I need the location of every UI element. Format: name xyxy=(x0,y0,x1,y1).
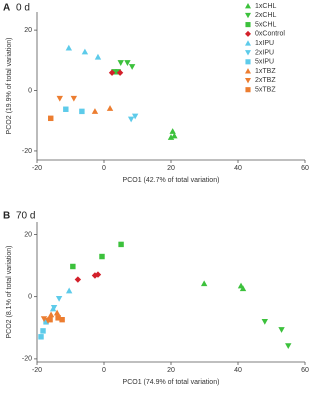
marker xyxy=(53,309,61,316)
y-tick-label: 20 xyxy=(24,27,32,34)
marker xyxy=(127,116,135,123)
marker xyxy=(169,128,176,134)
panel-label: A xyxy=(3,3,10,14)
legend-label: 1xTBZ xyxy=(255,68,276,75)
panel-label: B xyxy=(3,211,10,222)
marker xyxy=(124,60,131,66)
marker xyxy=(128,64,136,70)
marker xyxy=(47,316,53,323)
y-tick-label: 20 xyxy=(24,231,32,238)
marker xyxy=(245,40,251,46)
marker xyxy=(245,22,251,28)
legend-label: 5xCHL xyxy=(255,21,277,28)
marker xyxy=(94,271,102,278)
x-tick-label: -20 xyxy=(32,165,42,172)
legend-label: 5xIPU xyxy=(255,59,274,66)
marker xyxy=(245,68,251,74)
marker xyxy=(55,295,63,302)
legend-label: 1xCHL xyxy=(255,3,277,10)
marker xyxy=(70,263,76,270)
legend-label: 5xTBZ xyxy=(255,87,276,94)
x-axis-title: PCO1 (74.9% of total variation) xyxy=(123,379,220,386)
marker xyxy=(245,3,251,9)
marker xyxy=(239,285,247,292)
marker xyxy=(245,87,251,93)
marker xyxy=(245,59,251,65)
marker xyxy=(116,69,124,76)
x-tick-label: 20 xyxy=(167,367,175,374)
legend-label: 1xIPU xyxy=(255,40,274,47)
marker xyxy=(278,327,285,333)
marker xyxy=(81,48,89,55)
x-tick-label: 40 xyxy=(234,367,242,374)
x-tick-label: 0 xyxy=(102,367,106,374)
marker xyxy=(285,343,292,350)
marker xyxy=(245,12,251,19)
marker xyxy=(48,115,54,122)
marker xyxy=(40,316,48,322)
y-axis-title: PCO2 (19.9% of total variation) xyxy=(6,38,13,135)
panel-title: 70 d xyxy=(16,211,35,222)
marker xyxy=(56,95,63,102)
y-tick-label: -20 xyxy=(22,148,32,155)
marker xyxy=(38,334,44,340)
y-tick-label: 0 xyxy=(28,87,32,94)
legend-label: 2xIPU xyxy=(255,49,274,56)
marker xyxy=(99,253,105,260)
x-tick-label: 20 xyxy=(167,165,175,172)
legend-label: 2xCHL xyxy=(255,12,277,19)
marker xyxy=(65,44,73,51)
marker xyxy=(47,311,55,318)
marker xyxy=(108,69,116,76)
marker xyxy=(261,318,268,325)
x-tick-label: 60 xyxy=(301,367,309,374)
marker xyxy=(245,30,251,37)
marker xyxy=(117,60,124,66)
marker xyxy=(200,280,208,287)
marker xyxy=(94,53,102,60)
marker xyxy=(79,108,85,115)
marker xyxy=(245,50,251,56)
marker xyxy=(50,304,58,311)
marker xyxy=(106,105,114,111)
x-tick-label: 60 xyxy=(301,165,309,172)
marker xyxy=(70,95,78,102)
x-tick-label: 0 xyxy=(102,165,106,172)
marker xyxy=(91,108,99,114)
marker xyxy=(131,113,139,120)
marker xyxy=(118,241,124,248)
marker xyxy=(74,276,82,283)
x-axis-title: PCO1 (42.7% of total variation) xyxy=(123,177,220,184)
legend-label: 2xTBZ xyxy=(255,77,276,84)
panel-title: 0 d xyxy=(16,3,30,14)
marker xyxy=(63,106,69,112)
marker xyxy=(245,78,251,84)
marker xyxy=(59,316,65,323)
y-tick-label: -20 xyxy=(22,356,32,363)
marker xyxy=(40,328,46,334)
legend-label: 0xControl xyxy=(255,31,285,38)
x-tick-label: 40 xyxy=(234,165,242,172)
x-tick-label: -20 xyxy=(32,367,42,374)
y-axis-title: PCO2 (8.1% of total variation) xyxy=(6,246,13,339)
marker xyxy=(171,132,178,139)
marker xyxy=(65,287,73,294)
marker xyxy=(167,134,175,140)
y-tick-label: 0 xyxy=(28,294,32,301)
